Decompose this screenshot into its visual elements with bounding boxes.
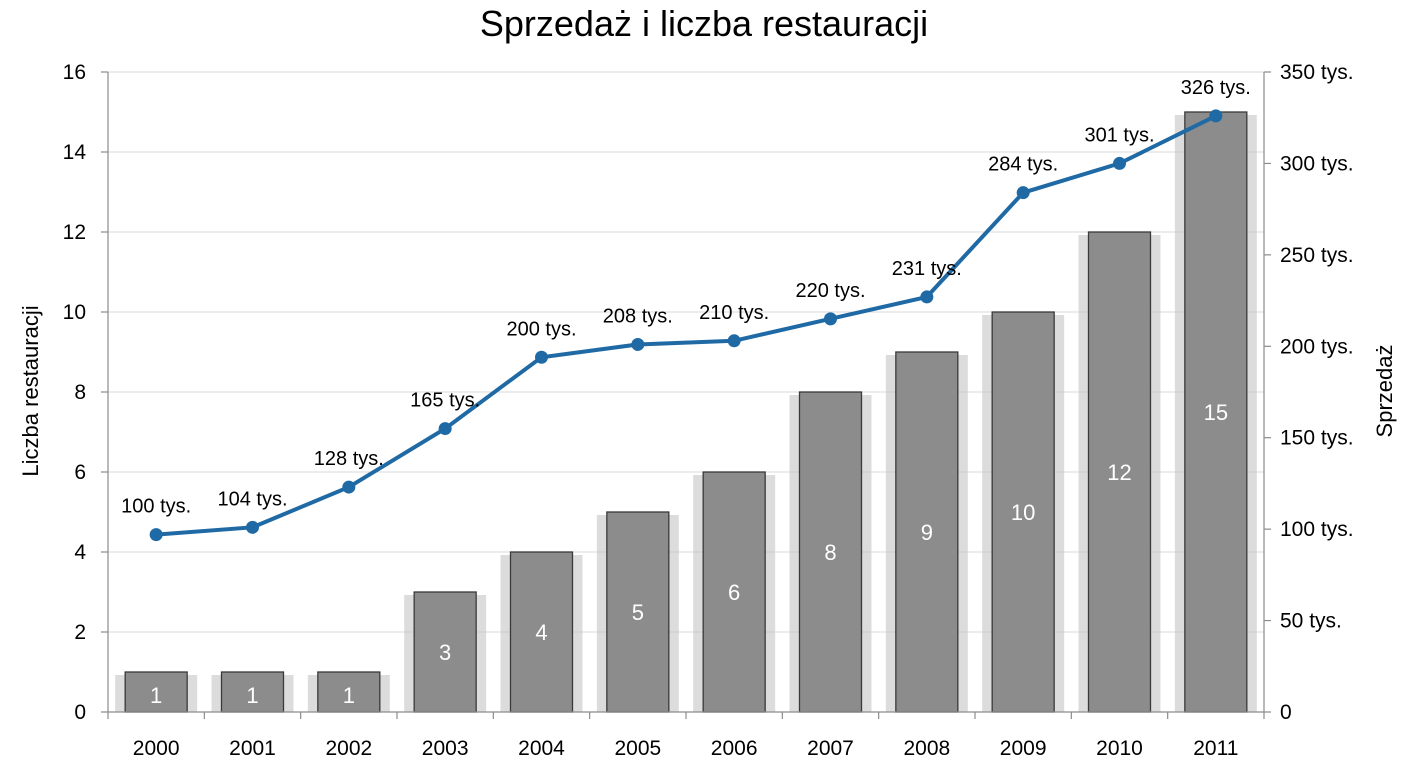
bar-data-label: 6 [728, 580, 740, 605]
sales-point [920, 290, 934, 304]
y-right-tick-label: 200 tys. [1280, 335, 1354, 358]
bar-data-label: 1 [150, 683, 162, 708]
sales-point [246, 520, 259, 534]
line-data-label: 128 tys. [314, 448, 384, 470]
line-data-label: 104 tys. [217, 488, 287, 510]
y-right-tick-label: 300 tys. [1280, 152, 1354, 175]
bar-series [115, 111, 1257, 713]
sales-point [1016, 186, 1030, 200]
y-right-tick-label: 0 [1280, 701, 1292, 724]
bar [124, 671, 188, 713]
bar-data-label: 10 [1011, 500, 1035, 525]
line-data-label: 220 tys. [795, 280, 865, 302]
bar-data-label: 3 [439, 640, 451, 665]
data-labels: 1 1 1 3 4 5 6 8 9 10 12 15 100 tys. 104 tys. 128 tys. 1… [121, 77, 1251, 708]
line-data-label: 301 tys. [1084, 124, 1154, 146]
bar-data-label: 4 [535, 620, 547, 645]
x-tick-label: 2002 [325, 737, 372, 760]
x-tick-label: 2007 [807, 737, 854, 760]
bar [1087, 231, 1152, 713]
line-data-label: 284 tys. [988, 154, 1058, 176]
gridlines [108, 71, 1264, 633]
bar [413, 591, 477, 713]
bar-data-label: 1 [343, 683, 355, 708]
bar [606, 511, 670, 713]
bar [220, 671, 285, 713]
line-data-label: 208 tys. [603, 305, 673, 327]
x-tick-label: 2004 [518, 737, 565, 760]
y-axis-left-title: Liczba restauracji [18, 305, 43, 476]
y-left-tick-label: 14 [63, 141, 87, 164]
bar [1184, 111, 1248, 713]
x-tick-label: 2010 [1096, 737, 1143, 760]
bar [895, 351, 959, 713]
x-tick-label: 2001 [229, 737, 276, 760]
y-left-tick-label: 8 [74, 381, 86, 404]
y-axis-right-title: Sprzedaż [1372, 345, 1397, 438]
x-tick-label: 2005 [614, 737, 661, 760]
bar [509, 551, 574, 713]
line-data-label: 100 tys. [121, 496, 191, 518]
y-left-tick-label: 12 [63, 221, 86, 244]
bar-data-label: 8 [824, 540, 836, 565]
line-data-label: 326 tys. [1181, 77, 1251, 99]
bar [702, 471, 766, 713]
sales-line [156, 114, 1217, 537]
line-data-label: 210 tys. [699, 302, 769, 324]
bar-data-label: 9 [921, 520, 933, 545]
sales-point [727, 334, 741, 348]
y-right-tick-label: 350 tys. [1280, 61, 1354, 84]
x-tick-label: 2008 [903, 737, 950, 760]
bar [991, 311, 1055, 713]
line-data-label: 200 tys. [506, 318, 576, 340]
bar-data-label: 15 [1204, 400, 1228, 425]
bar-data-label: 12 [1107, 460, 1131, 485]
chart-title: Sprzedaż i liczba restauracji [480, 3, 928, 44]
sales-point [1209, 109, 1223, 123]
line-data-label: 165 tys. [410, 390, 480, 412]
x-tick-label: 2011 [1193, 737, 1238, 760]
y-right-tick-label: 50 tys. [1280, 610, 1342, 633]
y-left-tick-label: 10 [63, 301, 86, 324]
sales-point [535, 350, 548, 364]
y-left-tick-label: 4 [74, 541, 86, 564]
x-tick-label: 2000 [133, 737, 180, 760]
sales-point [438, 422, 452, 436]
y-left-tick-label: 0 [74, 701, 86, 724]
line-series [149, 109, 1223, 542]
x-tick-label: 2003 [422, 737, 469, 760]
y-left-tick-label: 6 [74, 461, 86, 484]
y-right-tick-label: 100 tys. [1280, 518, 1354, 541]
y-right-tick-label: 250 tys. [1280, 244, 1354, 267]
sales-point [1113, 156, 1126, 170]
bar-data-label: 1 [246, 683, 258, 708]
y-left-tick-label: 2 [74, 621, 86, 644]
sales-point [149, 528, 163, 542]
sales-point [824, 312, 837, 326]
sales-point [631, 337, 645, 351]
x-tick-label: 2009 [1000, 737, 1047, 760]
line-data-label: 231 tys. [892, 258, 962, 280]
bar-data-label: 5 [632, 600, 644, 625]
y-left-tick-label: 16 [63, 61, 86, 84]
x-tick-label: 2006 [711, 737, 758, 760]
sales-point [342, 480, 356, 494]
bar [317, 671, 381, 713]
y-right-tick-label: 150 tys. [1280, 427, 1354, 450]
bar [798, 391, 863, 713]
